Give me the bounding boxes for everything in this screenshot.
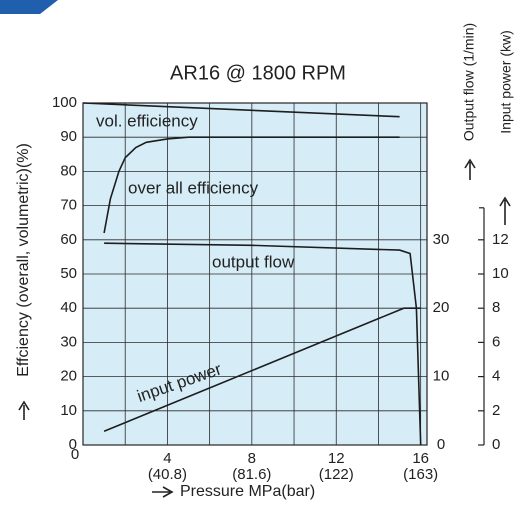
series-line xyxy=(104,242,422,446)
series-label: vol. efficiency xyxy=(96,111,198,130)
y2-axis-label: Output flow (1/min) xyxy=(461,23,477,141)
series-label: output flow xyxy=(212,252,295,271)
x-tick-label: 0 xyxy=(71,446,79,463)
x-axis-label: Pressure MPa(bar) xyxy=(180,483,315,500)
y-tick-label: 80 xyxy=(60,162,77,179)
x-tick-sublabel: (122) xyxy=(319,466,354,483)
y3-tick-label: 8 xyxy=(492,299,500,316)
y-tick-label: 20 xyxy=(60,368,77,385)
y-tick-label: 60 xyxy=(60,231,77,248)
x-axis-arrow xyxy=(152,486,174,498)
y-tick-label: 0 xyxy=(69,436,77,453)
series-line xyxy=(82,102,400,118)
x-tick-label: 12 xyxy=(328,450,345,467)
y-tick-label: 50 xyxy=(60,265,77,282)
y3-tick-label: 10 xyxy=(492,265,509,282)
y3-tick-label: 2 xyxy=(492,402,500,419)
y3-tick-label: 6 xyxy=(492,333,500,350)
y3-axis-arrow xyxy=(499,196,511,225)
y3-tick-label: 12 xyxy=(492,231,509,248)
y-tick-label: 90 xyxy=(60,128,77,145)
y-tick-label: 40 xyxy=(60,299,77,316)
y2-tick-label: 0 xyxy=(437,436,445,453)
x-tick-label: 16 xyxy=(412,450,429,467)
y-axis-label: Effciency (overall, volumetric)(%) xyxy=(15,143,32,377)
y-tick-label: 70 xyxy=(60,197,77,214)
x-tick-label: 8 xyxy=(248,450,256,467)
chart-title: AR16 @ 1800 RPM xyxy=(170,62,346,84)
x-tick-sublabel: (163) xyxy=(403,466,438,483)
y2-tick-label: 10 xyxy=(433,368,450,385)
y3-tick-label: 4 xyxy=(492,368,500,385)
y2-tick-label: 30 xyxy=(433,231,450,248)
x-tick-sublabel: (81.6) xyxy=(232,466,271,483)
y2-axis-arrow xyxy=(464,158,476,180)
x-tick-sublabel: (40.8) xyxy=(148,466,187,483)
y3-axis-label: Input power (kw) xyxy=(498,30,514,133)
series-label: over all efficiency xyxy=(128,178,259,197)
x-tick-label: 4 xyxy=(163,450,171,467)
y3-tick-label: 0 xyxy=(492,436,500,453)
y-tick-label: 100 xyxy=(52,94,77,111)
y-tick-label: 30 xyxy=(60,333,77,350)
series-line xyxy=(103,307,421,433)
series-line xyxy=(103,136,400,234)
corner-tab xyxy=(0,0,58,14)
y2-tick-label: 20 xyxy=(433,299,450,316)
y-axis-arrow xyxy=(18,400,30,420)
y-tick-label: 10 xyxy=(60,402,77,419)
